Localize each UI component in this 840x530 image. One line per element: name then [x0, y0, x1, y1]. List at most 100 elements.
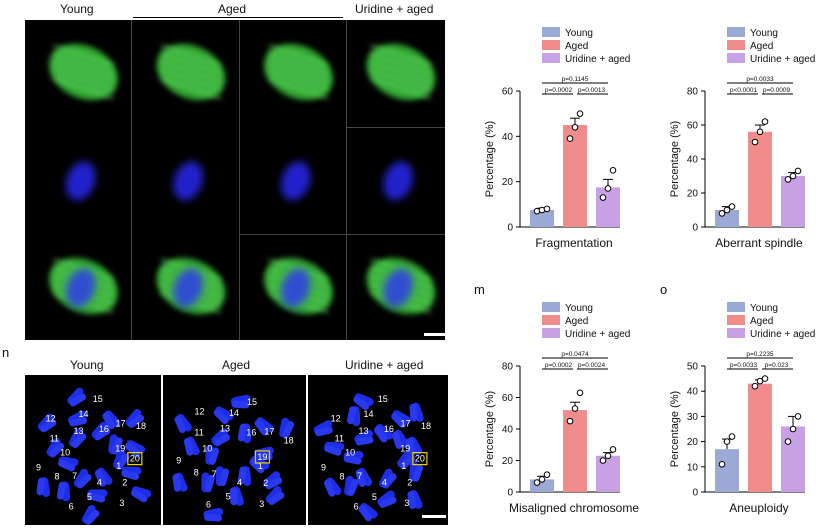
chromosome [237, 466, 247, 485]
chromosome [208, 447, 220, 465]
chromosome [58, 459, 76, 472]
chromosome [111, 437, 123, 455]
chromosome [355, 436, 374, 446]
chromosome-number: 16 [99, 424, 109, 434]
chromosome-number: 9 [321, 463, 326, 473]
legend-swatch-1 [542, 302, 560, 312]
chromosome-number: 3 [404, 498, 409, 508]
chromosome [323, 479, 336, 497]
dna-signal [173, 268, 204, 308]
chromosome [204, 513, 223, 522]
y-tick-label: 50 [687, 362, 699, 373]
y-tick-label: 0 [507, 223, 513, 234]
chrom-panel-young: 1 2 3 4 5 6 7 8 9 10 11 12 13 14 15 16 17 18 19 20 [25, 375, 161, 525]
spindle-fiber [160, 68, 222, 92]
chromosome [346, 406, 357, 425]
chromosome [213, 433, 231, 447]
data-point [543, 471, 551, 478]
chromosome-number: 12 [195, 406, 205, 416]
chromosome-number: 1 [401, 461, 406, 471]
chromosome [126, 440, 146, 454]
pvalue-left: p=0.0002 [545, 362, 573, 369]
chromosome-number: 11 [50, 434, 59, 444]
chromosome [379, 468, 393, 488]
legend-label-1: Young [565, 303, 593, 314]
chromosome-number: 4 [237, 478, 242, 488]
y-tick-label: 40 [502, 132, 514, 143]
chromosome [49, 442, 65, 458]
chromosome-number: 19 [400, 444, 410, 454]
chromosome [219, 468, 230, 487]
chromosome-number: 15 [93, 394, 103, 404]
data-point [723, 438, 731, 445]
spindle-fiber [370, 76, 432, 100]
data-point [756, 128, 764, 136]
chromosome [347, 478, 359, 497]
chromosome [69, 393, 86, 407]
data-point [604, 185, 612, 192]
data-point [543, 205, 551, 213]
chromosome [382, 473, 397, 489]
spindle-fiber [53, 76, 114, 100]
spindle-fiber [268, 60, 329, 84]
chromosome [391, 431, 403, 449]
data-point [599, 194, 607, 201]
chromosome-number: 6 [69, 502, 74, 512]
chromosome [127, 414, 145, 428]
bar-uridine-aged [781, 176, 805, 227]
bar-aged [563, 410, 587, 492]
chromosome [87, 492, 106, 503]
data-point [784, 176, 792, 183]
chromosome-number: 15 [247, 397, 257, 407]
chrom-panel-aged: 1 2 3 4 5 6 7 8 9 10 11 12 13 14 15 16 17 18 19 [163, 375, 306, 525]
chromosome [406, 438, 416, 456]
chromosome [355, 469, 366, 487]
chromosome-number: 7 [212, 469, 217, 479]
y-tick-label: 30 [687, 412, 699, 423]
legend-swatch-3 [542, 328, 560, 338]
chromosome [174, 415, 186, 434]
aged-header-line [133, 17, 343, 18]
legend-label-1: Young [750, 303, 778, 314]
legend-label-3: Uridine + aged [750, 329, 815, 340]
bar-young [715, 449, 739, 492]
data-point [571, 123, 579, 131]
chromosome-number: 1 [116, 461, 121, 471]
y-axis-label: Percentage (%) [484, 121, 496, 197]
chromosome [68, 428, 83, 447]
pvalue-right: p=0.0009 [763, 87, 791, 94]
y-tick-label: 80 [502, 362, 514, 373]
legend-swatch-3 [727, 53, 745, 63]
pvalue-right: p=0.023 [765, 362, 789, 369]
chromosome-number: 18 [136, 421, 146, 431]
microscopy-grid [25, 20, 445, 340]
chromosome [36, 477, 45, 496]
chromosome-number: 15 [378, 394, 388, 404]
data-point [794, 413, 802, 420]
chromosome [56, 481, 66, 500]
chromosome-number: 20 [130, 454, 140, 464]
chromosome [237, 423, 247, 442]
chromosome-number: 2 [263, 478, 268, 488]
chromosome [282, 421, 295, 439]
chromosome [254, 419, 269, 436]
pvalue-outer: p=0.0474 [561, 351, 589, 358]
legend-label-1: Young [565, 28, 593, 39]
dna-signal [65, 161, 96, 201]
chromosome-number: 13 [220, 424, 230, 434]
chromosome [354, 393, 374, 406]
chromosome [215, 406, 234, 421]
chromosome [265, 477, 283, 490]
chromosome-number: 20 [415, 454, 425, 464]
chromosome-number: 7 [357, 471, 362, 481]
chromosome [353, 396, 370, 411]
data-point [604, 452, 612, 460]
legend-swatch-1 [542, 27, 560, 37]
data-point [533, 479, 541, 486]
chromosome [231, 400, 250, 409]
data-point [789, 172, 797, 180]
y-tick-label: 20 [502, 456, 514, 467]
data-point [756, 377, 764, 385]
